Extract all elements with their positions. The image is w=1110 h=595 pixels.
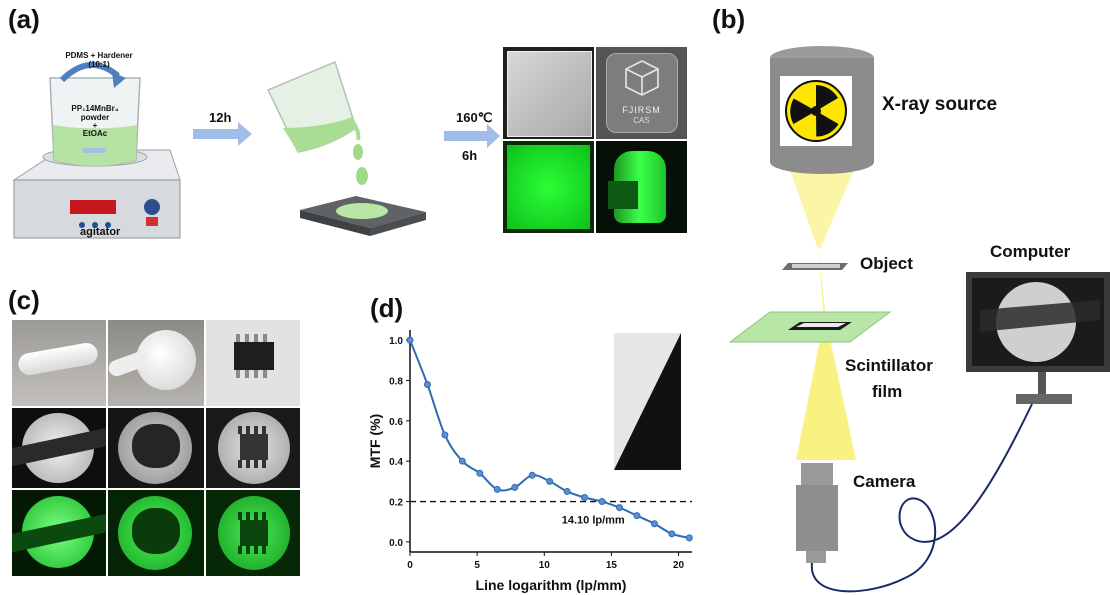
panel-label-d: (d) xyxy=(370,293,404,323)
film-photo-uv-1 xyxy=(503,141,594,233)
mtf-data-point xyxy=(423,380,431,388)
uv-earphone-bud xyxy=(108,490,204,576)
computer-illustration xyxy=(966,272,1110,404)
camera-illustration xyxy=(796,463,838,563)
reagent-ratio: (10:1) xyxy=(88,60,110,69)
film-photo-daylight-1 xyxy=(503,47,594,139)
camera-cable xyxy=(810,403,1033,593)
agitator-label: agitator xyxy=(80,226,121,238)
x-tick-label: 10 xyxy=(539,560,551,571)
photo-earphone-side xyxy=(12,320,106,406)
xray-beam xyxy=(790,170,856,460)
mtf-data-point xyxy=(615,504,623,512)
y-tick-label: 0.4 xyxy=(389,457,403,468)
mtf-data-point xyxy=(546,477,554,485)
beaker-illustration xyxy=(42,61,148,167)
mtf-data-point xyxy=(493,485,501,493)
mtf-data-point xyxy=(476,469,484,477)
process-arrow-2 xyxy=(444,124,500,148)
mtf-data-point xyxy=(441,431,449,439)
x-tick-label: 0 xyxy=(407,560,413,571)
mtf-data-point xyxy=(685,534,693,542)
scintillator-label-line-1: Scintillator xyxy=(845,356,933,375)
xray-source-illustration xyxy=(770,46,874,174)
mtf-data-point xyxy=(528,471,536,479)
scintillator-label-line-2: film xyxy=(872,382,903,401)
film-logo-line-1: FJIRSM xyxy=(622,105,661,115)
beaker-line-3: + xyxy=(92,121,98,130)
photo-earphone-bud xyxy=(108,320,204,406)
xray-earphone-side xyxy=(12,408,106,488)
mtf-data-point xyxy=(598,498,606,506)
threshold-annotation: 14.10 lp/mm xyxy=(562,515,625,527)
y-tick-label: 0.6 xyxy=(389,417,403,428)
mtf-data-point xyxy=(406,336,414,344)
mtf-data-point xyxy=(581,494,589,502)
reagent-title: PDMS + Hardener xyxy=(65,51,133,60)
y-axis-label: MTF (%) xyxy=(367,414,383,468)
mtf-data-point xyxy=(633,512,641,520)
photo-chip xyxy=(206,320,300,406)
pouring-cup-illustration xyxy=(266,60,368,185)
y-tick-label: 0.2 xyxy=(389,498,403,509)
computer-label: Computer xyxy=(990,242,1071,261)
step-1-label: 12h xyxy=(209,110,232,125)
step-2-time: 6h xyxy=(462,148,478,163)
x-tick-label: 20 xyxy=(673,560,685,571)
film-logo-line-2: CAS xyxy=(633,116,650,125)
y-tick-label: 0.8 xyxy=(389,376,403,387)
mtf-data-point xyxy=(650,520,658,528)
uv-chip xyxy=(206,490,300,576)
process-arrow-1 xyxy=(193,122,252,146)
beaker-line-4: EtOAc xyxy=(82,129,108,138)
panel-label-a: (a) xyxy=(8,4,40,34)
mtf-data-point xyxy=(458,457,466,465)
film-photo-daylight-2: FJIRSM CAS xyxy=(596,47,687,139)
beaker-line-2: powder xyxy=(80,113,110,122)
x-tick-label: 15 xyxy=(606,560,618,571)
mold-plate-illustration xyxy=(300,196,426,236)
uv-earphone-side xyxy=(12,490,106,576)
mtf-data-point xyxy=(563,487,571,495)
step-2-temp: 160℃ xyxy=(456,110,493,125)
mtf-data-point xyxy=(511,483,519,491)
xray-source-label: X-ray source xyxy=(882,94,998,115)
x-axis-label: Line logarithm (lp/mm) xyxy=(476,577,627,593)
xray-earphone-bud xyxy=(108,408,204,488)
radiation-icon xyxy=(790,85,839,137)
xray-chip xyxy=(206,408,300,488)
mtf-chart: 0 5 10 15 20 0.0 0.2 0.4 0.6 0.8 1.0 Line logarith… xyxy=(367,330,693,593)
mtf-data-point xyxy=(668,530,676,538)
y-tick-label: 1.0 xyxy=(389,336,403,347)
y-tick-label: 0.0 xyxy=(389,538,403,549)
camera-label: Camera xyxy=(853,472,916,491)
panel-a-schematic xyxy=(12,60,500,239)
cube-logo-icon xyxy=(625,60,659,96)
object-sample xyxy=(782,263,848,270)
beaker-line-1: PP₁14MnBr₄ xyxy=(71,104,119,113)
panel-label-b: (b) xyxy=(712,4,746,34)
object-label: Object xyxy=(860,254,913,273)
panel-b-schematic xyxy=(728,46,1110,593)
film-photo-uv-2 xyxy=(596,141,687,233)
edge-target-inset xyxy=(614,333,681,470)
x-tick-label: 5 xyxy=(474,560,480,571)
panel-label-c: (c) xyxy=(8,285,40,315)
